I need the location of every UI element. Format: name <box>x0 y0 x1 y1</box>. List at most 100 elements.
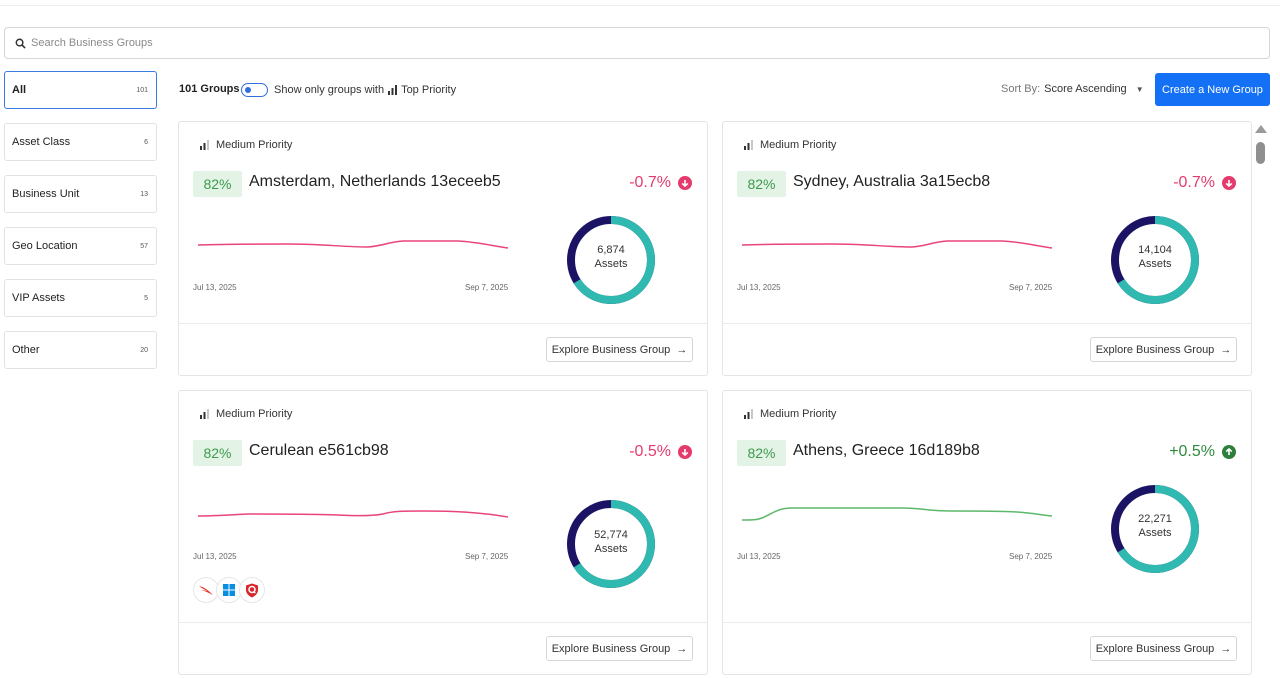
explore-group-button[interactable]: Explore Business Group → <box>546 636 693 661</box>
assets-label: Assets <box>1138 258 1172 270</box>
assets-count: 22,271 <box>1138 513 1172 525</box>
sidebar-item-label: Asset Class <box>12 136 71 148</box>
assets-summary: 14,104 Assets <box>1109 243 1201 271</box>
scroll-thumb[interactable] <box>1256 142 1265 164</box>
business-group-card: Medium Priority 82% Cerulean e561cb98 -0… <box>178 390 708 675</box>
sidebar-item-other[interactable]: Other 20 <box>4 331 157 369</box>
assets-summary: 22,271 Assets <box>1109 512 1201 540</box>
score-delta: -0.7% <box>1173 174 1236 192</box>
sidebar-item-label: Geo Location <box>12 240 78 252</box>
sidebar-item-count: 6 <box>144 138 148 146</box>
sidebar-item-vip-assets[interactable]: VIP Assets 5 <box>4 279 157 317</box>
groups-count: 101 Groups <box>179 83 240 95</box>
priority-indicator: Medium Priority <box>199 139 292 151</box>
card-divider <box>723 622 1251 623</box>
assets-count: 14,104 <box>1138 244 1172 256</box>
score-badge: 82% <box>193 440 242 466</box>
explore-group-button[interactable]: Explore Business Group → <box>546 337 693 362</box>
date-start: Jul 13, 2025 <box>193 283 237 292</box>
group-title: Athens, Greece 16d189b8 <box>793 442 980 459</box>
business-group-card: Medium Priority 82% Amsterdam, Netherlan… <box>178 121 708 376</box>
sidebar-item-label: VIP Assets <box>12 292 65 304</box>
sidebar: All 101 Asset Class 6 Business Unit 13 G… <box>4 71 157 383</box>
arrow-down-icon <box>1222 176 1236 190</box>
qualys-logo-icon <box>239 577 265 603</box>
priority-bars-icon <box>388 85 398 95</box>
date-start: Jul 13, 2025 <box>737 283 781 292</box>
search-bar[interactable] <box>4 27 1270 59</box>
date-start: Jul 13, 2025 <box>193 552 237 561</box>
toggle-label-text: Show only groups with <box>274 84 385 96</box>
explore-label: Explore Business Group <box>551 642 671 655</box>
assets-summary: 52,774 Assets <box>565 528 657 556</box>
sort-dropdown[interactable]: Sort By: Score Ascending ▼ <box>1001 83 1144 95</box>
crowdstrike-logo-icon <box>193 577 219 603</box>
date-end: Sep 7, 2025 <box>1009 552 1053 561</box>
toggle-label: Show only groups with Top Priority <box>274 84 456 96</box>
arrow-up-icon <box>1222 445 1236 459</box>
assets-count: 52,774 <box>594 529 628 541</box>
medium-priority-icon <box>744 409 753 419</box>
assets-donut <box>567 216 655 304</box>
top-divider <box>0 5 1280 6</box>
date-start: Jul 13, 2025 <box>737 552 781 561</box>
score-delta: -0.7% <box>629 174 692 192</box>
date-end: Sep 7, 2025 <box>465 552 509 561</box>
sidebar-item-business-unit[interactable]: Business Unit 13 <box>4 175 157 213</box>
create-group-button[interactable]: Create a New Group <box>1155 73 1270 106</box>
explore-label: Explore Business Group <box>1095 642 1215 655</box>
assets-donut <box>567 500 655 588</box>
sidebar-item-label: Other <box>12 344 40 356</box>
card-divider <box>179 323 707 324</box>
explore-label: Explore Business Group <box>551 343 671 356</box>
score-badge: 82% <box>737 171 786 197</box>
sort-value: Score Ascending <box>1044 83 1127 95</box>
arrow-down-icon <box>678 176 692 190</box>
arrow-right-icon: → <box>1220 343 1232 356</box>
score-badge: 82% <box>193 171 242 197</box>
sidebar-item-count: 20 <box>140 346 148 354</box>
sidebar-item-geo-location[interactable]: Geo Location 57 <box>4 227 157 265</box>
windows-logo-icon <box>216 577 242 603</box>
priority-indicator: Medium Priority <box>743 408 836 420</box>
assets-donut <box>1111 216 1199 304</box>
trend-sparkline <box>197 240 509 249</box>
priority-indicator: Medium Priority <box>199 408 292 420</box>
integration-logos <box>193 577 265 603</box>
scrollbar[interactable] <box>1254 121 1268 676</box>
assets-label: Assets <box>594 258 628 270</box>
sidebar-item-count: 57 <box>140 242 148 250</box>
assets-count: 6,874 <box>597 244 625 256</box>
business-group-card: Medium Priority 82% Athens, Greece 16d18… <box>722 390 1252 675</box>
assets-label: Assets <box>1138 527 1172 539</box>
score-badge: 82% <box>737 440 786 466</box>
top-priority-toggle[interactable] <box>241 83 268 97</box>
score-delta: -0.5% <box>629 443 692 461</box>
priority-indicator: Medium Priority <box>743 139 836 151</box>
arrow-down-icon <box>678 445 692 459</box>
sort-label: Sort By: <box>1001 83 1041 95</box>
delta-value: -0.7% <box>629 174 671 191</box>
business-group-card: Medium Priority 82% Sydney, Australia 3a… <box>722 121 1252 376</box>
search-input[interactable] <box>31 37 1231 49</box>
score-delta: +0.5% <box>1169 443 1236 461</box>
card-divider <box>179 622 707 623</box>
priority-label: Medium Priority <box>760 408 837 420</box>
sidebar-item-all[interactable]: All 101 <box>4 71 157 109</box>
delta-value: -0.7% <box>1173 174 1215 191</box>
trend-sparkline <box>197 510 509 518</box>
sidebar-item-label: Business Unit <box>12 188 80 200</box>
scroll-up-arrow-icon[interactable] <box>1255 125 1267 133</box>
search-icon <box>15 38 26 49</box>
toggle-label-priority: Top Priority <box>401 84 457 96</box>
sidebar-item-asset-class[interactable]: Asset Class 6 <box>4 123 157 161</box>
trend-sparkline <box>741 507 1053 521</box>
priority-label: Medium Priority <box>760 139 837 151</box>
explore-group-button[interactable]: Explore Business Group → <box>1090 337 1237 362</box>
explore-group-button[interactable]: Explore Business Group → <box>1090 636 1237 661</box>
delta-value: +0.5% <box>1169 443 1215 460</box>
trend-sparkline <box>741 240 1053 249</box>
group-title: Amsterdam, Netherlands 13eceeb5 <box>249 173 501 190</box>
arrow-right-icon: → <box>676 343 688 356</box>
assets-donut <box>1111 485 1199 573</box>
